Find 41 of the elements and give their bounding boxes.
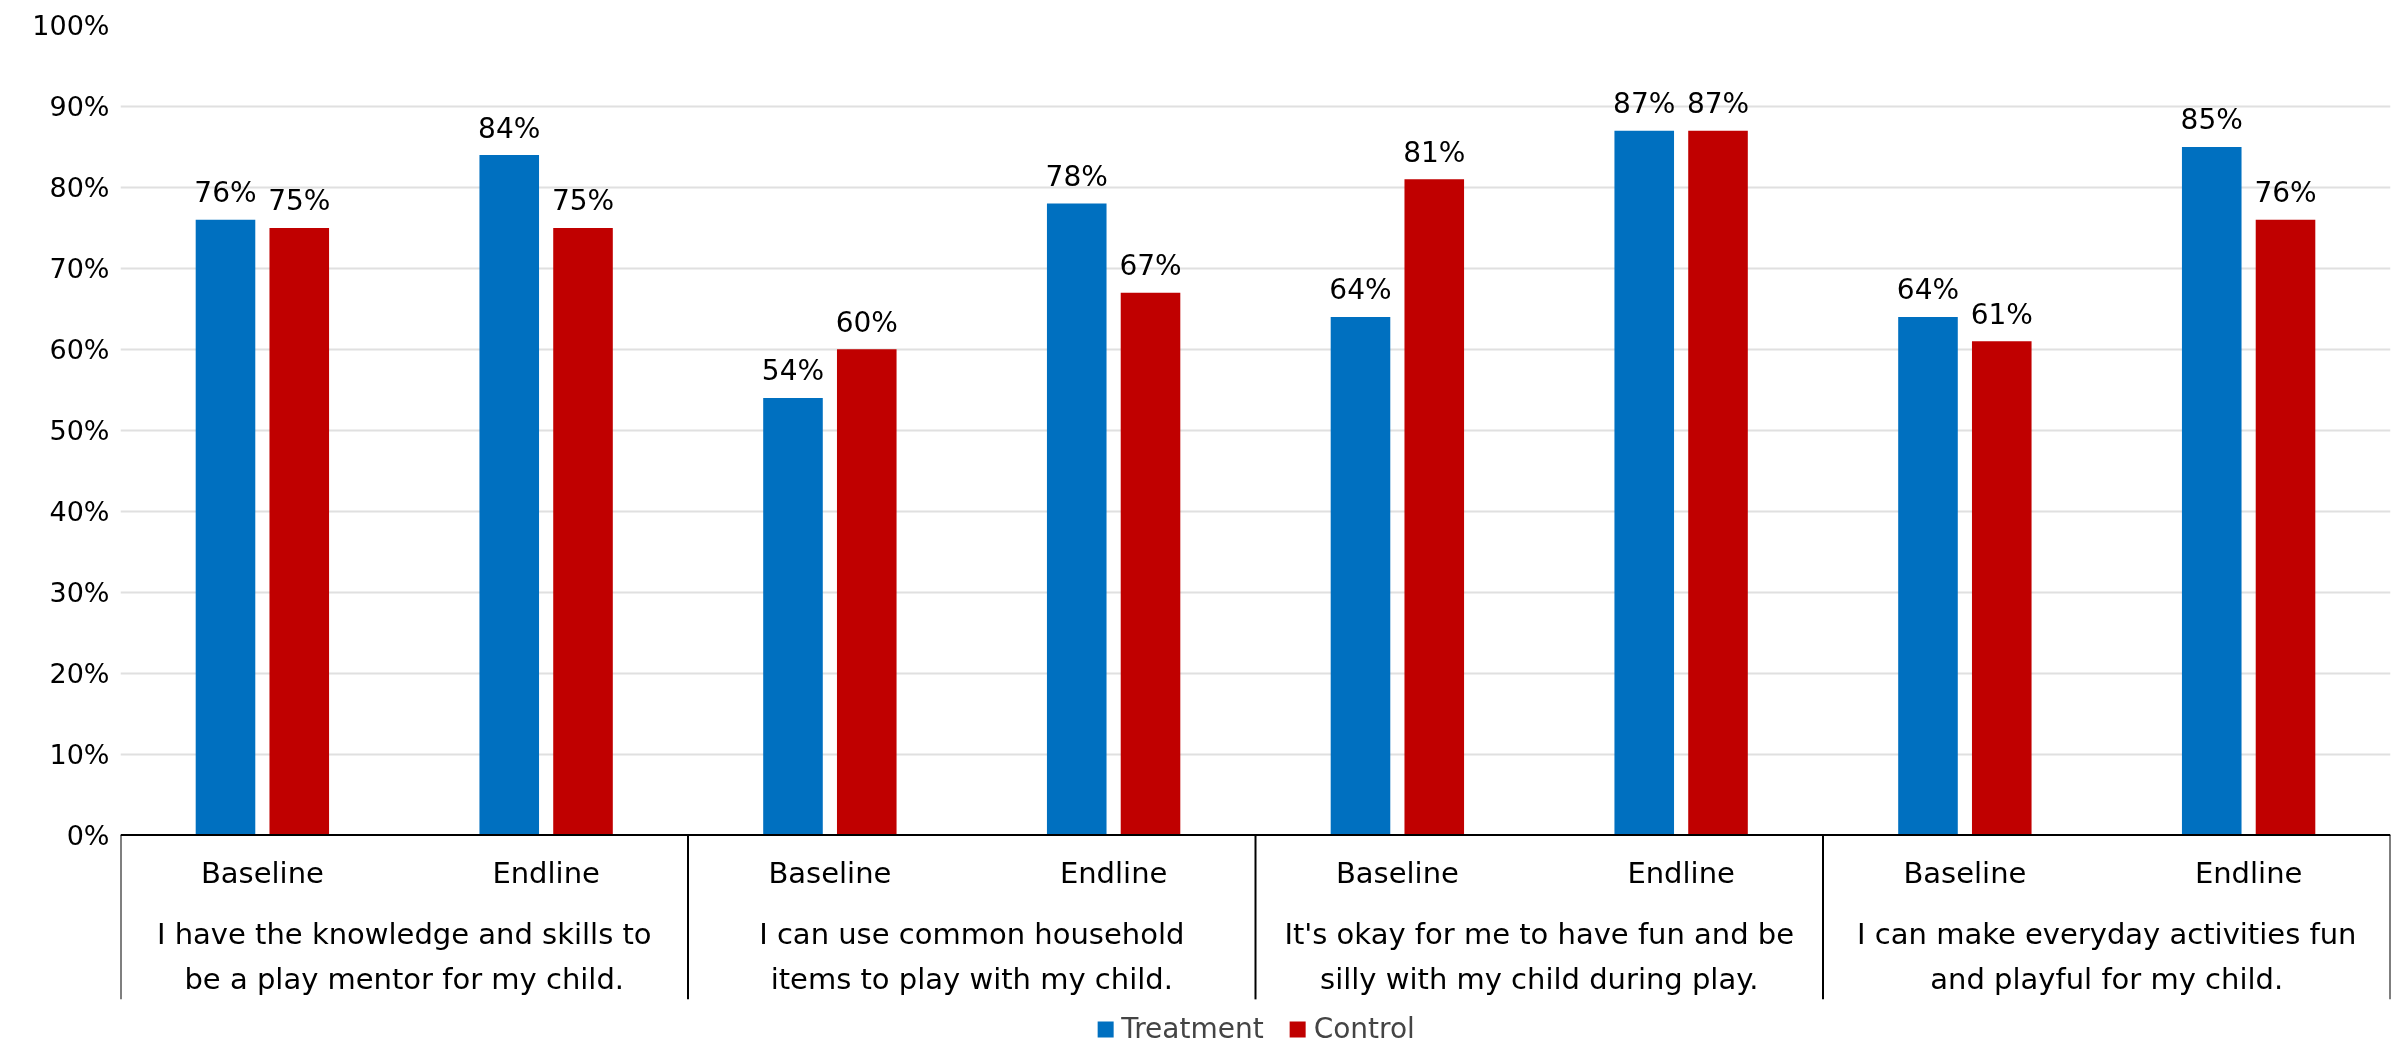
y-tick-label: 10% <box>49 738 110 770</box>
y-tick-label: 0% <box>66 819 110 851</box>
x-tick-label: Baseline <box>768 856 892 891</box>
y-tick-label: 40% <box>49 495 110 527</box>
y-tick-label: 70% <box>49 252 110 284</box>
y-tick-label: 30% <box>49 576 110 608</box>
data-label: 61% <box>1970 297 2033 331</box>
data-label: 54% <box>761 354 825 388</box>
y-tick-label: 80% <box>49 171 110 203</box>
data-label: 67% <box>1119 249 1182 283</box>
text: I can use common household items to play with my child. <box>759 916 1185 997</box>
text: I can make everyday activities fun and playful for my child. <box>1857 916 2357 997</box>
legend-label: Treatment <box>1121 1012 1264 1045</box>
y-tick-label: 60% <box>49 333 110 365</box>
data-label: 81% <box>1403 135 1466 169</box>
y-tick-label: 100% <box>32 10 110 41</box>
data-label: 76% <box>2254 176 2317 210</box>
x-tick-label: Endline <box>2194 856 2303 891</box>
x-tick-label: Baseline <box>1335 856 1459 891</box>
text: I have the knowledge and skills to be a play mentor for my child. <box>156 916 652 997</box>
data-label: 87% <box>1686 87 1750 121</box>
data-label: 76% <box>194 176 257 210</box>
data-label: 64% <box>1329 273 1392 307</box>
y-tick-label: 90% <box>49 90 110 122</box>
data-label: 85% <box>2180 103 2243 137</box>
x-tick-label: Baseline <box>1903 856 2027 891</box>
data-label: 75% <box>551 184 615 218</box>
data-label: 64% <box>1896 273 1960 307</box>
text: It's okay for me to have fun and be silly with my child during play. <box>1284 916 1795 997</box>
legend-label: Control <box>1313 1012 1415 1045</box>
y-tick-label: 50% <box>49 414 110 446</box>
x-tick-label: Endline <box>1627 856 1735 891</box>
data-label: 75% <box>268 184 331 218</box>
x-tick-label: Endline <box>1059 856 1168 891</box>
data-label: 87% <box>1613 87 1676 121</box>
x-tick-label: Endline <box>492 856 600 891</box>
data-label: 60% <box>835 305 898 339</box>
x-tick-label: Baseline <box>200 856 324 891</box>
y-tick-label: 20% <box>49 657 110 689</box>
data-label: 78% <box>1045 160 1108 194</box>
data-label: 84% <box>478 111 541 145</box>
